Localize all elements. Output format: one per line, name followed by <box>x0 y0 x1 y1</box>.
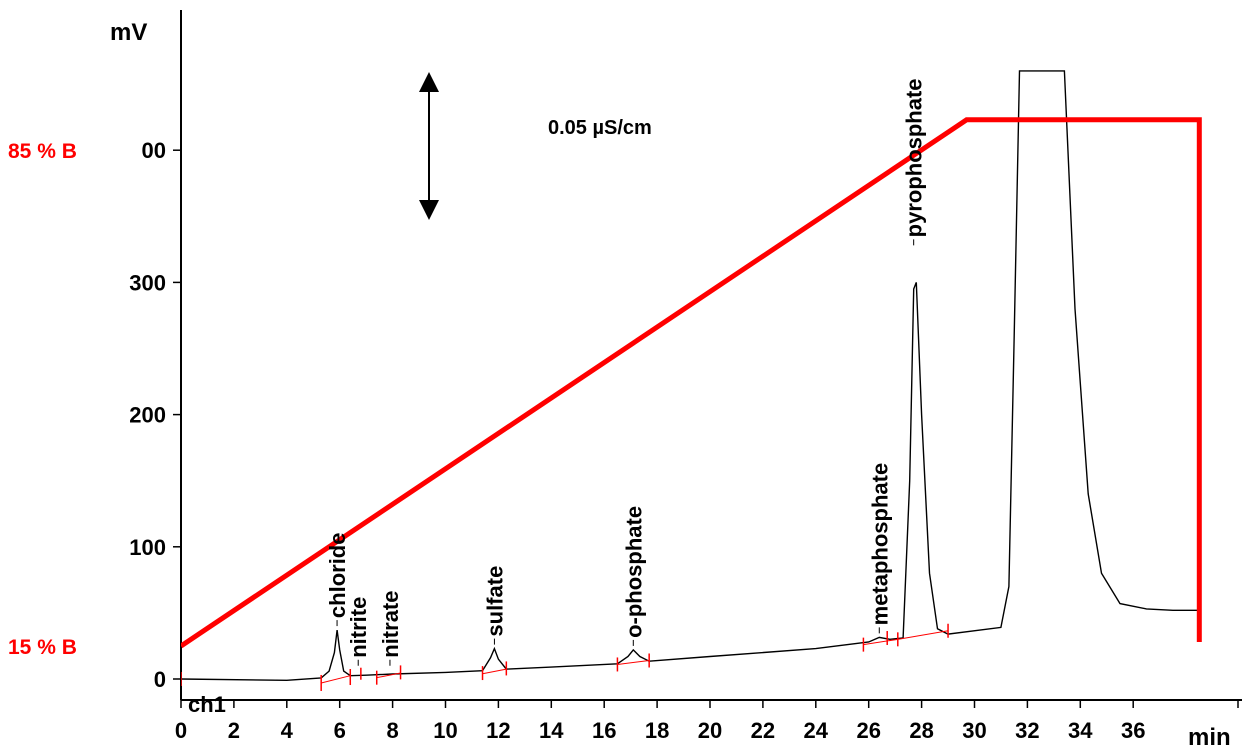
peak-label: nitrite <box>346 597 371 658</box>
peak-label: nitrate <box>378 590 403 657</box>
y-tick-label: 00 <box>142 138 166 163</box>
baseline-segment <box>483 669 507 674</box>
x-tick-label: 30 <box>962 718 986 743</box>
x-tick-label: 0 <box>175 718 187 743</box>
peak-label: o-phosphate <box>621 506 646 638</box>
x-tick-label: 2 <box>228 718 240 743</box>
x-axis-title: min <box>1188 724 1231 751</box>
x-tick-label: 20 <box>698 718 722 743</box>
x-tick-label: 34 <box>1068 718 1093 743</box>
x-tick-label: 18 <box>645 718 669 743</box>
x-tick-label: 22 <box>751 718 775 743</box>
baseline-segment <box>321 676 350 683</box>
peak-label: sulfate <box>482 566 507 637</box>
x-tick-label: 28 <box>909 718 933 743</box>
scale-annotation: 0.05 µS/cm <box>548 117 652 139</box>
x-tick-label: 4 <box>281 718 294 743</box>
x-tick-label: 16 <box>592 718 616 743</box>
y-tick-label: 200 <box>129 403 166 428</box>
x-tick-label: 12 <box>486 718 510 743</box>
gradient-label: 85 % B <box>8 140 77 163</box>
y-axis-title: mV <box>110 19 147 46</box>
gradient-label: 15 % B <box>8 636 77 659</box>
x-tick-label: 8 <box>386 718 398 743</box>
y-tick-label: 0 <box>154 667 166 692</box>
scale-arrow <box>419 72 439 220</box>
x-tick-label: 6 <box>334 718 346 743</box>
channel-label: ch1 <box>188 692 226 717</box>
x-tick-label: 10 <box>433 718 457 743</box>
baseline-segment <box>898 631 948 640</box>
peak-label: metaphosphate <box>867 463 892 626</box>
x-tick-label: 24 <box>804 718 829 743</box>
x-tick-label: 36 <box>1121 718 1145 743</box>
x-tick-label: 32 <box>1015 718 1039 743</box>
peak-label: pyrophosphate <box>902 78 927 237</box>
y-tick-label: 100 <box>129 535 166 560</box>
x-tick-label: 14 <box>539 718 564 743</box>
y-tick-label: 300 <box>129 270 166 295</box>
x-tick-label: 26 <box>856 718 880 743</box>
